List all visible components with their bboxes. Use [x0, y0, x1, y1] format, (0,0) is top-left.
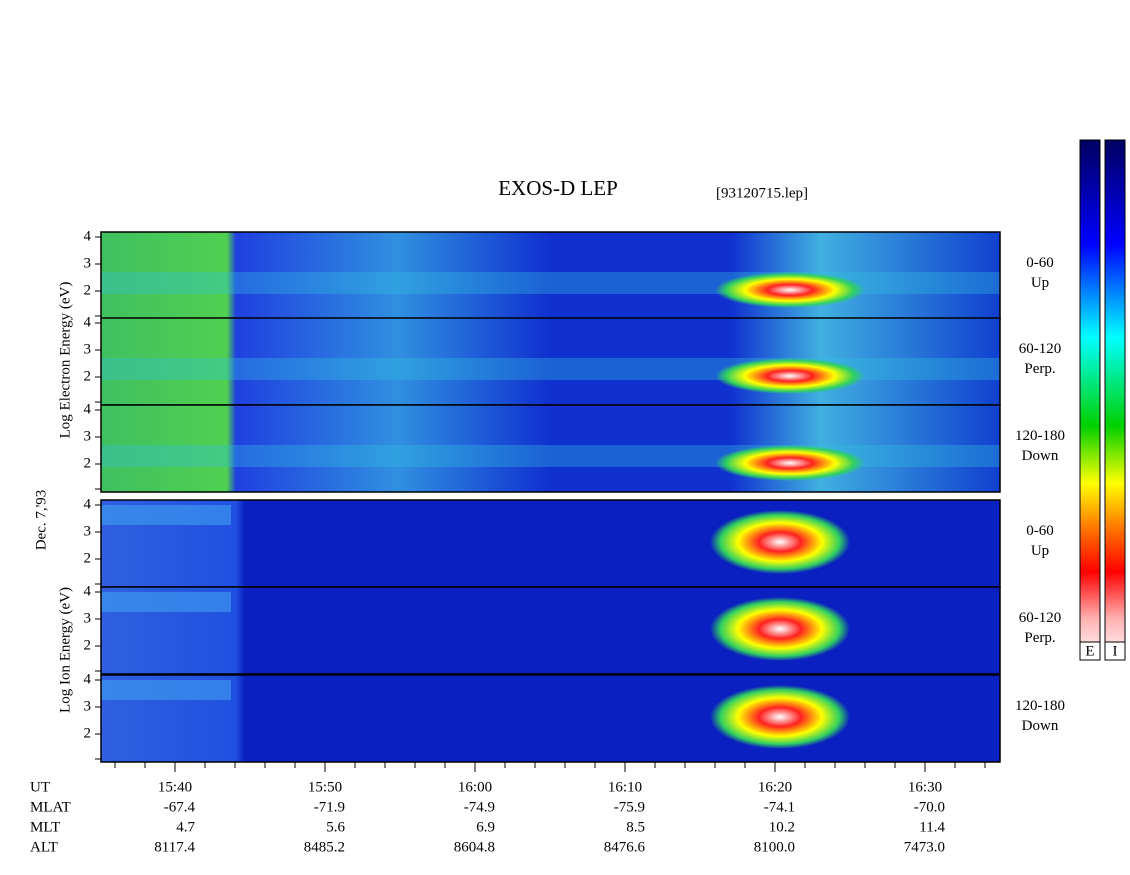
row-value: 8476.6: [604, 839, 646, 855]
spectrogram: [101, 232, 1000, 319]
date-label: Dec. 7,'93: [33, 490, 49, 551]
row-value: 6.9: [476, 819, 495, 835]
x-tick-label: 16:30: [908, 779, 942, 795]
row-value: 8100.0: [754, 839, 795, 855]
y-tick-label: 2: [84, 550, 92, 566]
row-value: 8117.4: [154, 839, 195, 855]
y-tick-label: 4: [84, 583, 92, 599]
y-tick-label: 2: [84, 637, 92, 653]
y-tick-label: 2: [84, 282, 92, 298]
spectrogram: [101, 675, 1000, 762]
x-tick-label: 15:50: [308, 779, 342, 795]
file-name: [93120715.lep]: [716, 185, 808, 201]
spectrogram-event: [715, 272, 865, 308]
direction-label: Perp.: [1024, 361, 1055, 377]
spectrogram: [101, 587, 1000, 674]
colorbar-label-box: [1104, 641, 1126, 661]
row-value: 8485.2: [304, 839, 345, 855]
spectrogram: [101, 500, 1000, 587]
colorbar-label: E: [1085, 643, 1094, 659]
row-value: 4.7: [176, 819, 195, 835]
row-value: 7473.0: [904, 839, 945, 855]
x-tick-label: 16:00: [458, 779, 492, 795]
spectrogram: [101, 405, 1000, 492]
colorbar: [1079, 139, 1101, 661]
row-label: MLT: [30, 819, 60, 835]
angle-label: 60-120: [1019, 341, 1062, 357]
angle-label: 120-180: [1015, 698, 1065, 714]
row-value: 5.6: [326, 819, 345, 835]
ion-axis-label: Log Ion Energy (eV): [57, 587, 73, 713]
y-tick-label: 2: [84, 368, 92, 384]
direction-label: Down: [1022, 718, 1059, 734]
panel-frame: [100, 404, 1001, 493]
y-tick-label: 3: [84, 428, 92, 444]
colorbar-label-box: [1079, 641, 1101, 661]
spectrogram-band: [101, 272, 1000, 294]
spectrogram-event: [715, 445, 865, 481]
spectrogram-band: [101, 505, 231, 525]
y-tick-label: 4: [84, 228, 92, 244]
y-tick-label: 3: [84, 523, 92, 539]
spectrogram-event: [710, 685, 850, 749]
panel-frame: [100, 586, 1001, 675]
row-value: 11.4: [919, 819, 945, 835]
spectrogram-band: [101, 680, 231, 700]
y-tick-label: 3: [84, 698, 92, 714]
direction-label: Up: [1031, 275, 1049, 291]
spectrogram-band: [101, 358, 1000, 380]
direction-label: Perp.: [1024, 630, 1055, 646]
spectrogram: [101, 318, 1000, 405]
y-tick-label: 3: [84, 341, 92, 357]
spectrogram-band: [101, 592, 231, 612]
angle-label: 120-180: [1015, 428, 1065, 444]
angle-label: 0-60: [1026, 523, 1054, 539]
row-value: -74.1: [764, 799, 795, 815]
y-tick-label: 4: [84, 401, 92, 417]
y-tick-label: 4: [84, 671, 92, 687]
row-value: 8.5: [626, 819, 645, 835]
direction-label: Down: [1022, 448, 1059, 464]
row-value: 8604.8: [454, 839, 495, 855]
row-value: -67.4: [164, 799, 196, 815]
row-value: 10.2: [769, 819, 795, 835]
panel-frame: [100, 674, 1001, 763]
colorbar-label: I: [1113, 643, 1118, 659]
spectrogram-event: [715, 358, 865, 394]
row-label: ALT: [30, 839, 58, 855]
angle-label: 60-120: [1019, 610, 1062, 626]
row-label: UT: [30, 779, 50, 795]
title: EXOS-D LEP: [498, 176, 618, 200]
y-tick-label: 3: [84, 610, 92, 626]
y-tick-label: 2: [84, 725, 92, 741]
y-tick-label: 2: [84, 455, 92, 471]
row-value: -75.9: [614, 799, 645, 815]
row-value: -70.0: [914, 799, 945, 815]
angle-label: 0-60: [1026, 255, 1054, 271]
y-tick-label: 3: [84, 255, 92, 271]
row-value: -71.9: [314, 799, 345, 815]
spectrogram-band: [101, 445, 1000, 467]
x-tick-label: 15:40: [158, 779, 192, 795]
x-tick-label: 16:10: [608, 779, 642, 795]
colorbar: [1104, 139, 1126, 661]
row-value: -74.9: [464, 799, 495, 815]
y-tick-label: 4: [84, 314, 92, 330]
y-tick-label: 4: [84, 496, 92, 512]
x-tick-label: 16:20: [758, 779, 792, 795]
spectrogram-event: [710, 510, 850, 574]
spectrogram-event: [710, 597, 850, 661]
row-label: MLAT: [30, 799, 71, 815]
direction-label: Up: [1031, 543, 1049, 559]
electron-axis-label: Log Electron Energy (eV): [57, 282, 73, 439]
